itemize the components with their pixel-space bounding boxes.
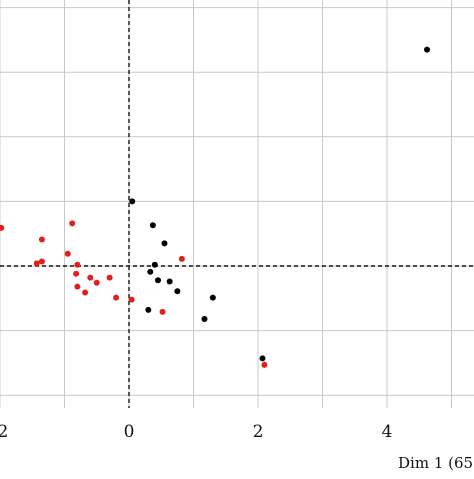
data-point [209,294,216,301]
data-point [159,308,166,315]
data-point [82,289,89,296]
data-point [38,236,45,243]
data-point [129,198,136,205]
x-tick-label: -2 [0,422,8,442]
data-point [178,255,185,262]
data-point [113,294,120,301]
data-point [147,268,154,275]
data-point [64,250,71,257]
data-point [149,222,156,229]
x-tick-label: 2 [253,422,264,442]
x-tick-labels: -2 0 2 4 [0,422,392,442]
data-point [161,240,168,247]
data-point [259,355,266,362]
data-point [201,315,208,322]
data-point [74,283,81,290]
data-point [145,306,152,313]
data-point [155,277,162,284]
data-point [174,288,181,295]
reference-lines [0,0,474,408]
x-tick-label: 4 [382,422,393,442]
data-point [33,260,40,267]
data-point [261,361,268,368]
x-tick-label: 0 [124,422,135,442]
data-point [0,224,5,231]
data-point [151,261,158,268]
data-point [166,278,173,285]
data-point [423,46,430,53]
data-point [128,296,135,303]
data-point [73,270,80,277]
data-point [74,261,81,268]
data-points [0,46,430,368]
data-point [106,274,113,281]
data-point [38,258,45,265]
data-point [87,274,94,281]
x-axis-label: Dim 1 (65.1 [398,454,474,472]
grid-lines [0,0,474,408]
data-point [69,220,76,227]
data-point [93,279,100,286]
